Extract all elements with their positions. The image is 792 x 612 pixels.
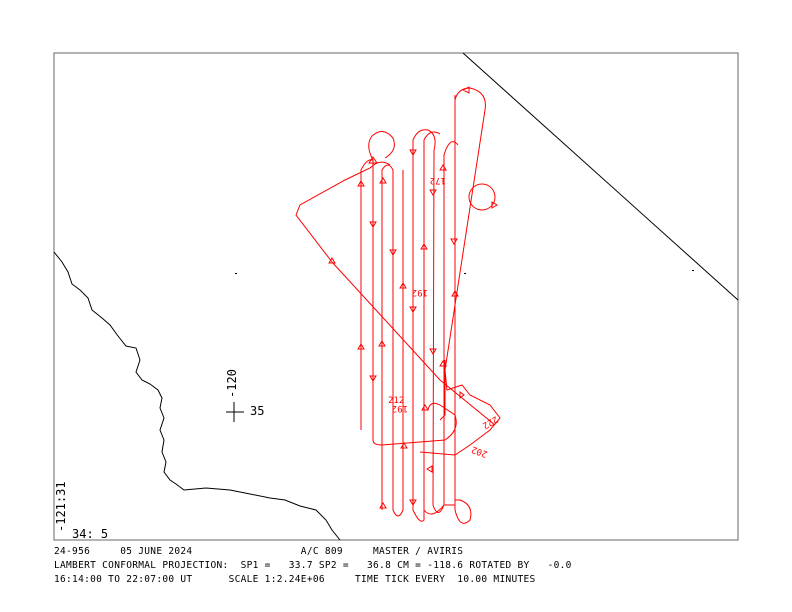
footer-line-time-scale: 16:14:00 TO 22:07:00 UT SCALE 1:2.24E+06…: [54, 574, 536, 585]
track-label: 172: [430, 175, 446, 185]
track-label: 192: [412, 287, 428, 297]
time-ticks: [328, 86, 498, 509]
reference-dots: [235, 270, 694, 274]
grid-lat-label: 35: [250, 404, 264, 418]
map-frame: [53, 52, 739, 541]
grid-lon-label: -120: [225, 369, 239, 398]
boundary-line: [462, 52, 739, 301]
track-label: 212: [388, 396, 404, 406]
footer-line-mission: 24-956 05 JUNE 2024 A/C 809 MASTER / AVI…: [54, 546, 464, 557]
coastline: [53, 251, 341, 541]
corner-lon-label: -121:31: [54, 481, 68, 532]
corner-lat-label: 34: 5: [72, 527, 108, 541]
track-label: 202: [470, 444, 489, 459]
grid-marker: [226, 402, 244, 422]
flight-track: [295, 87, 501, 524]
track-label: 192: [392, 403, 408, 413]
footer-line-projection: LAMBERT CONFORMAL PROJECTION: SP1 = 33.7…: [54, 560, 572, 571]
